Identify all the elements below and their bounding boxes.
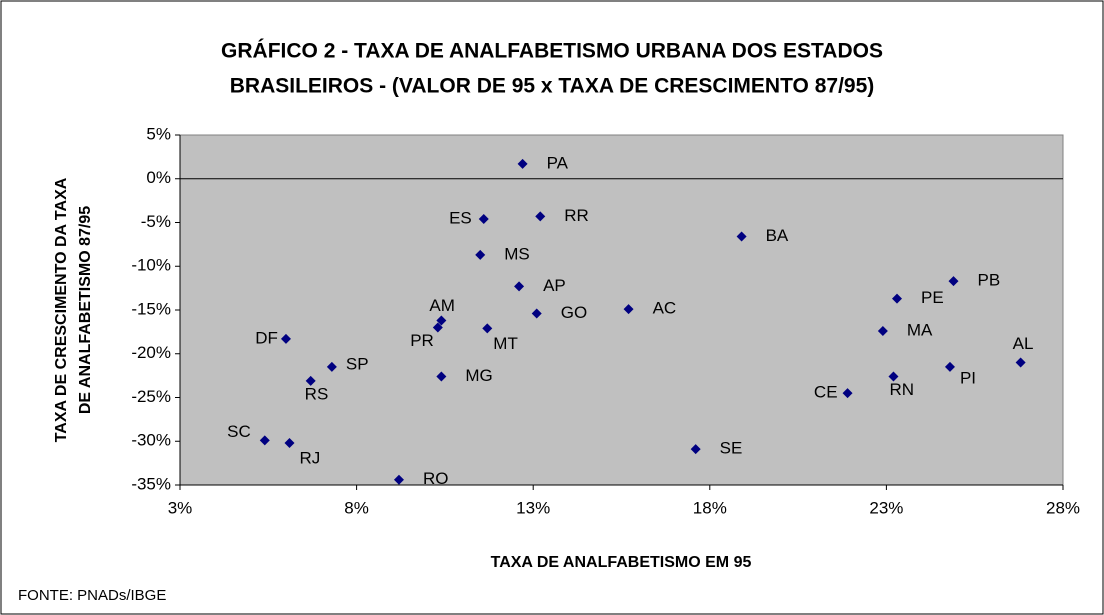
point (888, 371, 899, 382)
point-label: SP (346, 354, 369, 373)
point-label: RO (423, 469, 449, 488)
point (305, 375, 316, 386)
point-label: MA (907, 320, 933, 339)
y-tick-label: 0% (146, 168, 171, 187)
y-tick-label: -5% (141, 212, 171, 231)
point (891, 293, 902, 304)
point-label: PE (921, 288, 944, 307)
point (514, 281, 525, 292)
point-label: AM (429, 296, 455, 315)
x-tick-label: 18% (693, 498, 727, 517)
x-tick-label: 3% (168, 498, 193, 517)
point (280, 333, 291, 344)
y-axis-title-line: TAXA DE CRESCIMENTO DA TAXA (53, 177, 70, 442)
point (436, 315, 447, 326)
point-label: ES (449, 208, 472, 227)
point (948, 276, 959, 287)
y-axis-title-line: DE ANALFABETISMO 87/95 (77, 206, 94, 414)
y-tick-label: -25% (131, 387, 171, 406)
x-tick-label: 8% (344, 498, 369, 517)
point (944, 361, 955, 372)
point-label: SE (720, 439, 743, 458)
point-label: MT (493, 334, 518, 353)
y-tick-label: -35% (131, 474, 171, 493)
point-label: AL (1013, 334, 1034, 353)
point (259, 435, 270, 446)
y-axis-title: TAXA DE CRESCIMENTO DA TAXA DE ANALFABET… (53, 177, 94, 442)
point (842, 388, 853, 399)
y-tick-label: -20% (131, 343, 171, 362)
point-label: RS (305, 384, 329, 403)
point-label: BA (766, 226, 789, 245)
point-label: RN (889, 380, 914, 399)
y-tick-label: -30% (131, 431, 171, 450)
point-label: MS (504, 244, 529, 263)
point (436, 371, 447, 382)
point-label: PI (960, 368, 976, 387)
point (623, 304, 634, 315)
chart-title: GRÁFICO 2 - TAXA DE ANALFABETISMO URBANA… (221, 40, 883, 63)
point (326, 361, 337, 372)
point (517, 158, 528, 169)
point (531, 308, 542, 319)
point (736, 231, 747, 242)
point (690, 444, 701, 455)
x-tick-label: 28% (1046, 498, 1080, 517)
x-tick-label: 13% (516, 498, 550, 517)
point-label: SC (227, 422, 251, 441)
chart-title: BRASILEIROS - (VALOR DE 95 x TAXA DE CRE… (230, 75, 875, 98)
point (475, 249, 486, 260)
plot-area (179, 134, 1064, 486)
y-tick-label: -15% (131, 299, 171, 318)
point-label: CE (814, 383, 838, 402)
point-label: PB (978, 271, 1001, 290)
point (432, 322, 443, 333)
point (478, 214, 489, 224)
point-label: AC (653, 299, 677, 318)
point (393, 474, 404, 485)
point-label: DF (255, 328, 278, 347)
point-label: PR (410, 331, 434, 350)
point-label: GO (561, 303, 587, 322)
point-label: PA (547, 153, 569, 172)
point (877, 326, 888, 336)
point (482, 323, 493, 334)
y-tick-label: -10% (131, 256, 171, 275)
x-tick-label: 23% (869, 498, 903, 517)
point-label: AP (543, 276, 566, 295)
point (284, 438, 295, 448)
point (535, 211, 546, 222)
point-label: RJ (299, 448, 320, 467)
y-tick-label: 5% (146, 124, 171, 143)
x-axis-title: TAXA DE ANALFABETISMO EM 95 (491, 554, 752, 571)
source: FONTE: PNADs/IBGE (18, 587, 166, 604)
point-label: RR (564, 206, 589, 225)
point (1015, 357, 1026, 368)
point-label: MG (465, 366, 492, 385)
